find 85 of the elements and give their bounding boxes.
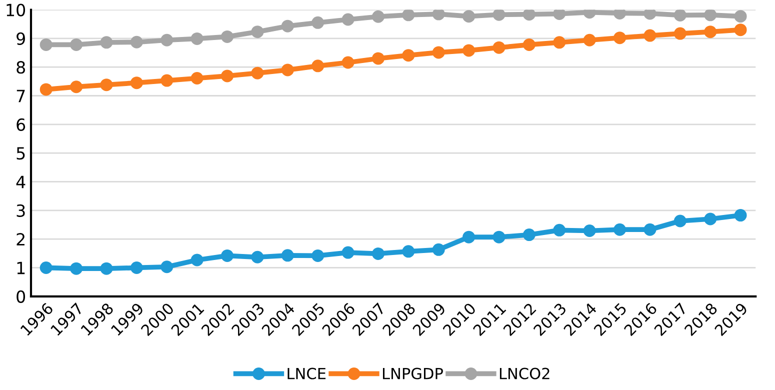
point [251, 26, 264, 38]
point [372, 10, 384, 23]
point [614, 10, 626, 20]
point [402, 49, 415, 62]
point [130, 36, 143, 48]
point [704, 10, 717, 22]
point [190, 254, 204, 266]
point [342, 13, 354, 26]
point [522, 10, 536, 21]
point [734, 209, 747, 222]
point [221, 249, 234, 262]
point [312, 249, 324, 262]
y-tick-label: 4 [16, 176, 26, 188]
y-tick-label: 2 [16, 233, 24, 246]
y-tick-label: 8 [16, 61, 25, 74]
point [462, 10, 476, 23]
point [221, 30, 234, 43]
point [432, 10, 445, 20]
point [402, 10, 415, 22]
point [342, 56, 354, 69]
point [462, 230, 476, 244]
point [130, 76, 143, 90]
point [372, 52, 384, 65]
point [614, 32, 626, 44]
point [372, 247, 384, 260]
point [734, 24, 747, 36]
point [462, 44, 476, 57]
point [281, 20, 294, 32]
point [492, 10, 506, 21]
point [100, 36, 113, 49]
point [100, 78, 113, 92]
point [492, 41, 506, 54]
point [190, 32, 204, 45]
point [251, 250, 264, 264]
point [130, 261, 143, 274]
point [190, 72, 204, 85]
point [70, 38, 83, 51]
y-tick-label: 6 [16, 118, 26, 131]
point [160, 74, 174, 87]
point [492, 230, 506, 244]
point [160, 34, 174, 46]
y-tick-label: 10 [6, 4, 26, 16]
point [522, 228, 536, 242]
point [312, 16, 324, 29]
y-tick-label: 3 [16, 204, 25, 217]
point [522, 38, 536, 51]
point [674, 214, 686, 228]
point [674, 27, 686, 40]
point [402, 245, 415, 258]
point [734, 10, 747, 23]
y-tick-label: 0 [16, 290, 26, 303]
y-tick-label: 1 [17, 262, 25, 274]
point [342, 246, 354, 259]
y-tick-label: 7 [16, 90, 25, 102]
legend-label: LNCE [288, 368, 326, 380]
point [100, 262, 113, 275]
point [40, 261, 52, 274]
point [40, 83, 52, 96]
point [40, 38, 52, 51]
point [312, 60, 324, 72]
point [583, 34, 596, 46]
point [614, 223, 626, 236]
point [221, 70, 234, 82]
point [644, 29, 656, 42]
point [553, 36, 566, 49]
point [432, 46, 445, 59]
point [674, 10, 686, 22]
point [553, 10, 566, 20]
point [70, 262, 83, 275]
point [704, 26, 717, 38]
point [432, 243, 445, 256]
point [583, 224, 596, 238]
point [553, 224, 566, 236]
y-tick-label: 5 [16, 147, 25, 160]
y-tick-label: 9 [16, 32, 25, 45]
point [644, 223, 656, 236]
point [281, 249, 294, 262]
point [644, 10, 656, 20]
point [70, 80, 83, 94]
point [251, 66, 264, 80]
point [160, 260, 174, 274]
legend-label: LNPGDP [382, 368, 443, 380]
point [704, 212, 717, 226]
point [281, 64, 294, 76]
legend-label: LNCO2 [500, 368, 550, 380]
